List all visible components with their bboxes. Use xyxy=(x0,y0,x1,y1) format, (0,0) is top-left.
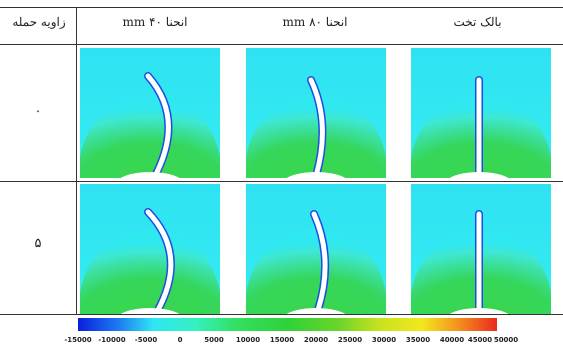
contour-flat-aoa5 xyxy=(411,184,551,314)
contour-flat-aoa0 xyxy=(411,48,551,178)
colorbar-tick: 15000 xyxy=(269,336,295,344)
row-label-angle-5: ۵ xyxy=(34,236,42,251)
header-rule xyxy=(0,44,563,45)
colorbar-tick: 50000 xyxy=(493,336,519,344)
contour-curved40-aoa5 xyxy=(80,184,220,314)
colorbar-tick: 45000 xyxy=(467,336,493,344)
contour-curved40-aoa0 xyxy=(80,48,220,178)
colorbar-tick: 40000 xyxy=(439,336,465,344)
colorbar-tick: 5000 xyxy=(204,336,224,344)
pressure-colorbar xyxy=(78,318,497,331)
header-angle-of-attack: زاویه حمله xyxy=(12,15,66,29)
top-rule xyxy=(0,7,563,8)
bottom-rule xyxy=(0,314,563,315)
header-curvature-80mm: انحنا ۸۰ mm xyxy=(282,15,348,29)
colorbar-tick: -10000 xyxy=(98,336,126,344)
row-rule xyxy=(0,181,563,182)
row-label-angle-0: ۰ xyxy=(34,104,42,119)
colorbar-tick: 30000 xyxy=(371,336,397,344)
colorbar-tick: 20000 xyxy=(303,336,329,344)
contour-curved80-aoa0 xyxy=(246,48,386,178)
column-rule xyxy=(76,7,77,314)
contour-curved80-aoa5 xyxy=(246,184,386,314)
colorbar-tick: 10000 xyxy=(235,336,261,344)
colorbar-tick: 25000 xyxy=(337,336,363,344)
colorbar-tick: 0 xyxy=(177,336,183,344)
header-flat-wing: بالک تخت xyxy=(453,15,502,29)
colorbar-tick: 35000 xyxy=(405,336,431,344)
colorbar-tick: -15000 xyxy=(64,336,92,344)
colorbar-tick: -5000 xyxy=(134,336,158,344)
header-curvature-40mm: انحنا ۴۰ mm xyxy=(122,15,188,29)
